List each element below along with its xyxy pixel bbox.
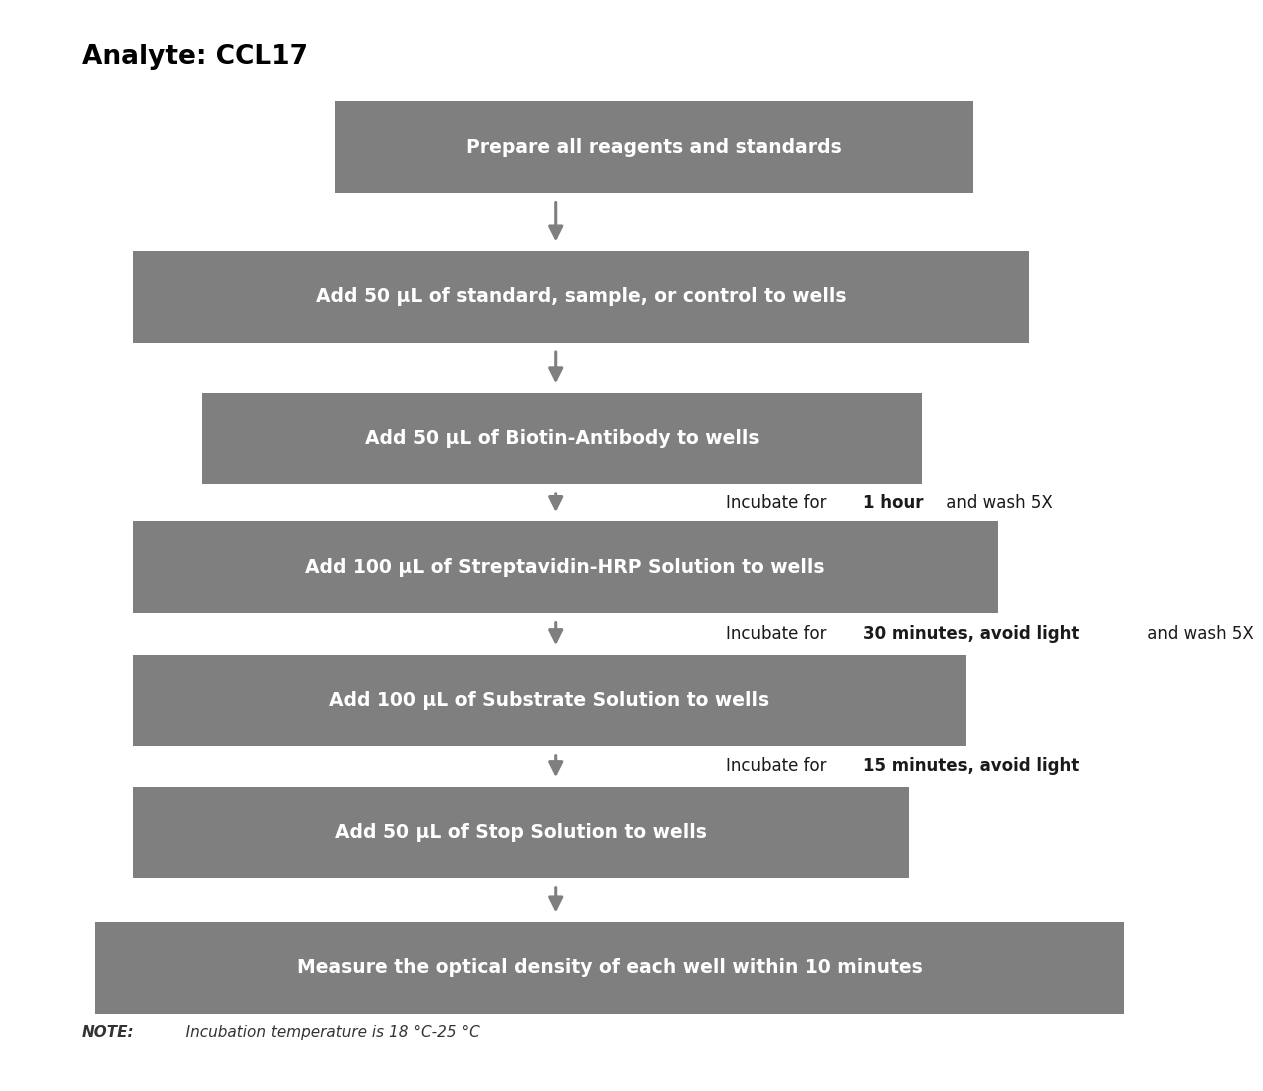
Text: NOTE:: NOTE: [82,1024,135,1040]
Text: Prepare all reagents and standards: Prepare all reagents and standards [466,137,841,157]
Text: 30 minutes, avoid light: 30 minutes, avoid light [863,625,1079,643]
Text: and wash 5X: and wash 5X [1142,625,1254,643]
Text: Analyte: CCL17: Analyte: CCL17 [82,44,308,70]
Text: Incubation temperature is 18 °C-25 °C: Incubation temperature is 18 °C-25 °C [171,1024,479,1040]
Text: 15 minutes, avoid light: 15 minutes, avoid light [863,757,1079,776]
FancyBboxPatch shape [335,101,973,193]
Text: 1 hour: 1 hour [863,494,923,512]
FancyBboxPatch shape [133,521,998,613]
FancyBboxPatch shape [133,655,966,746]
Text: Add 50 μL of Stop Solution to wells: Add 50 μL of Stop Solution to wells [335,823,707,842]
Text: Incubate for: Incubate for [726,625,832,643]
FancyBboxPatch shape [95,922,1124,1014]
FancyBboxPatch shape [133,787,909,878]
Text: Incubate for: Incubate for [726,757,832,776]
Text: Add 50 μL of Biotin-Antibody to wells: Add 50 μL of Biotin-Antibody to wells [365,429,759,448]
Text: Add 100 μL of Substrate Solution to wells: Add 100 μL of Substrate Solution to well… [330,691,769,710]
FancyBboxPatch shape [133,251,1029,343]
Text: Incubate for: Incubate for [726,494,832,512]
Text: Add 50 μL of standard, sample, or control to wells: Add 50 μL of standard, sample, or contro… [316,287,846,307]
Text: and wash 5X: and wash 5X [941,494,1052,512]
Text: Measure the optical density of each well within 10 minutes: Measure the optical density of each well… [297,958,922,978]
FancyBboxPatch shape [202,393,922,484]
Text: Add 100 μL of Streptavidin-HRP Solution to wells: Add 100 μL of Streptavidin-HRP Solution … [306,558,825,577]
